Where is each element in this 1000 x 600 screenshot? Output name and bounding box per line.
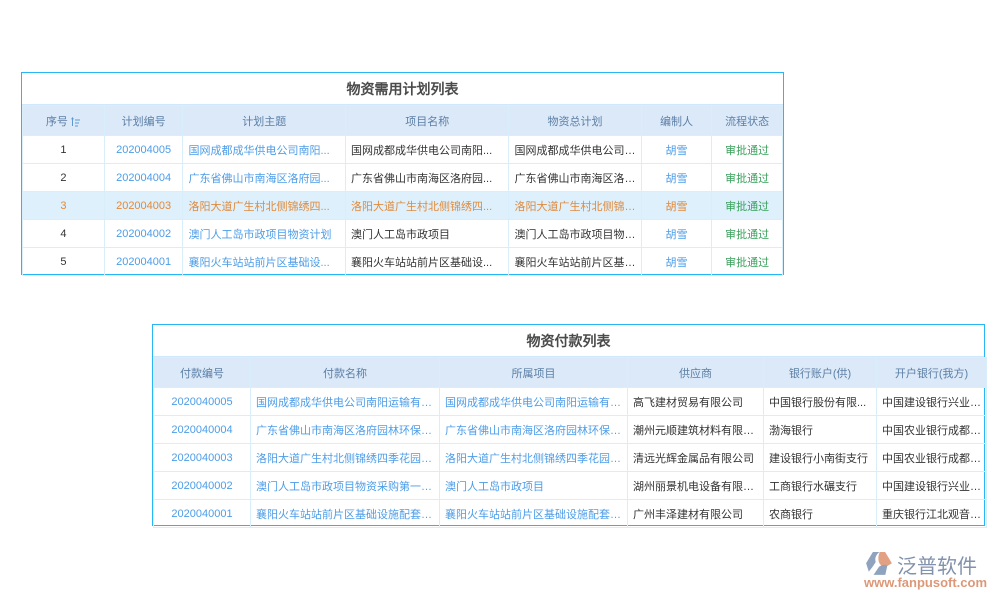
- svg-text:www.fanpusoft.com: www.fanpusoft.com: [863, 575, 987, 590]
